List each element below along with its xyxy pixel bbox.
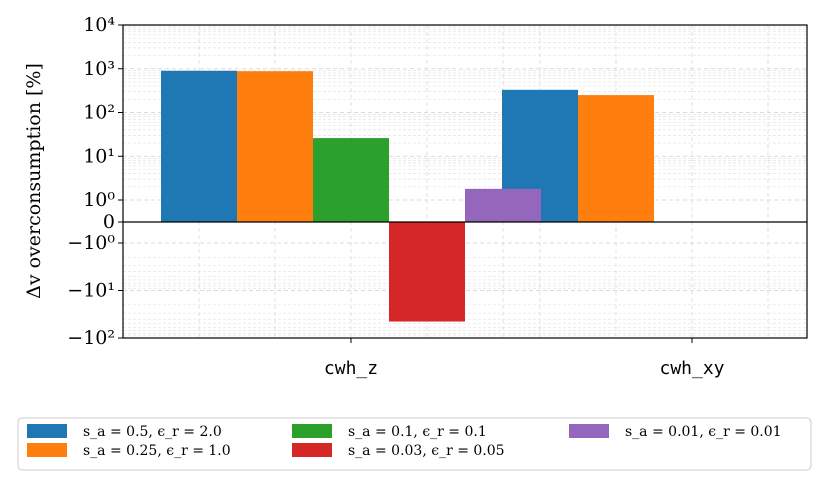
legend: s_a = 0.5, ϵ_r = 2.0 s_a = 0.25, ϵ_r = 1.… [17, 417, 812, 471]
bar [161, 70, 237, 222]
legend-swatch [27, 424, 67, 438]
bar [465, 188, 541, 222]
legend-label: s_a = 0.5, ϵ_r = 2.0 [83, 424, 222, 440]
y-tick-label: 0 [103, 211, 115, 233]
legend-box [17, 417, 812, 471]
y-tick-label: −10² [67, 327, 115, 349]
plot-frame [122, 24, 808, 339]
y-tick-label: 10¹ [83, 145, 115, 167]
y-tick-label: 10² [83, 102, 115, 124]
legend-swatch [27, 443, 67, 457]
bar [237, 71, 313, 222]
legend-label: s_a = 0.1, ϵ_r = 0.1 [348, 424, 487, 440]
axes [122, 24, 808, 339]
x-ticks: cwh_z cwh_xy [324, 338, 725, 379]
x-tick-label: cwh_z [324, 358, 378, 379]
legend-swatch [292, 424, 332, 438]
y-tick-label: −10¹ [67, 280, 115, 302]
legend-swatch [292, 443, 332, 457]
bar [313, 138, 389, 222]
bars [161, 70, 654, 322]
y-tick-label: −10⁰ [67, 232, 115, 254]
y-tick-label: 10³ [83, 58, 115, 80]
bar [578, 95, 654, 222]
legend-label: s_a = 0.01, ϵ_r = 0.01 [625, 424, 782, 440]
legend-label: s_a = 0.25, ϵ_r = 1.0 [83, 443, 231, 459]
legend-swatch [569, 424, 609, 438]
bar [389, 222, 465, 322]
y-tick-label: 10⁰ [83, 189, 115, 211]
y-tick-label: 10⁴ [83, 14, 115, 36]
legend-label: s_a = 0.03, ϵ_r = 0.05 [348, 443, 505, 459]
x-tick-label: cwh_xy [659, 358, 724, 379]
y-axis-title: Δv overconsumption [%] [23, 63, 45, 299]
